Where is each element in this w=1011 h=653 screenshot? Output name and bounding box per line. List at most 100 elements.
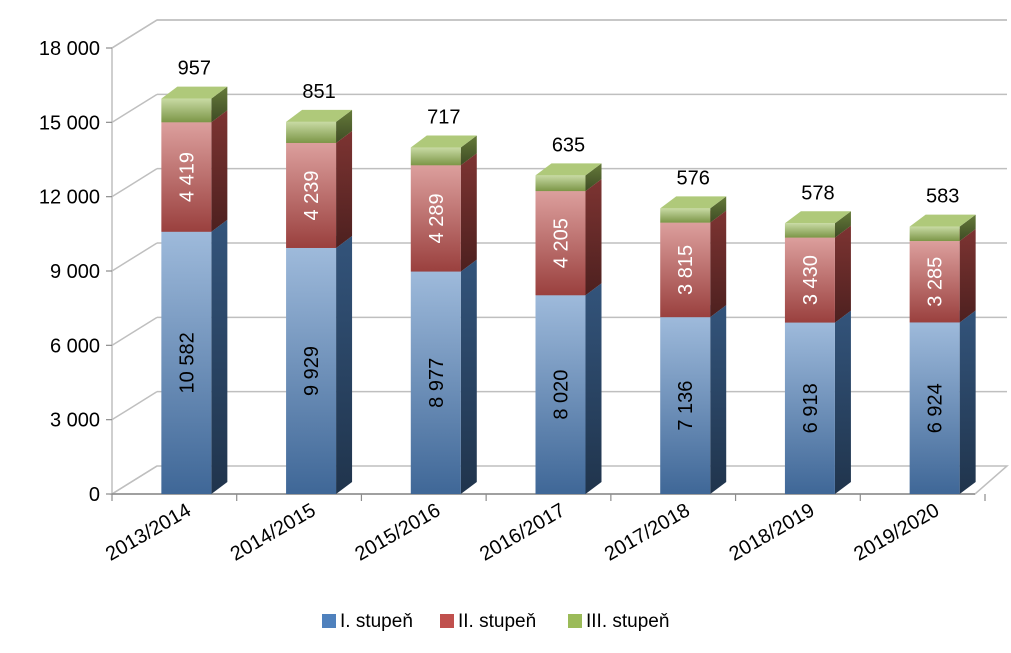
bar-stack: 6 918 3 430 578 bbox=[784, 182, 851, 494]
bar bbox=[535, 175, 586, 192]
bar bbox=[660, 222, 711, 318]
data-label: 576 bbox=[677, 167, 710, 189]
bar-side-face bbox=[211, 86, 228, 123]
bar-stack: 9 929 4 239 851 bbox=[286, 81, 353, 494]
bar-segment: 10 582 bbox=[161, 219, 228, 494]
bar-stack: 8 020 4 205 635 bbox=[535, 134, 602, 494]
data-label: 3 815 bbox=[675, 245, 697, 295]
data-label: 957 bbox=[178, 58, 211, 80]
bar-stack: 8 977 4 289 717 bbox=[410, 107, 477, 494]
bar-top-face bbox=[161, 86, 228, 99]
bar-segment: 957 bbox=[161, 58, 228, 123]
bar-side-face bbox=[460, 259, 477, 494]
legend-label: I. stupeň bbox=[340, 611, 413, 632]
bar bbox=[784, 223, 835, 238]
x-tick-label: 2018/2019 bbox=[726, 499, 819, 565]
bar bbox=[161, 122, 212, 232]
bar bbox=[535, 191, 586, 296]
bar bbox=[909, 322, 960, 494]
bar bbox=[909, 226, 960, 242]
bar-stack: 10 582 4 419 957 bbox=[161, 58, 228, 494]
bar-side-face bbox=[710, 305, 727, 494]
data-label: 9 929 bbox=[301, 346, 323, 396]
bar-segment: 635 bbox=[535, 134, 602, 192]
legend-swatch bbox=[568, 614, 582, 628]
bar bbox=[660, 208, 711, 223]
bar-top-face bbox=[660, 196, 727, 209]
bar bbox=[784, 322, 835, 494]
bar-side-face bbox=[585, 179, 602, 296]
bar bbox=[784, 237, 835, 323]
y-tick-label: 6 000 bbox=[50, 335, 100, 357]
bar-segment: 576 bbox=[660, 167, 727, 223]
bar-side-face bbox=[585, 283, 602, 494]
legend-swatch bbox=[322, 614, 336, 628]
bars: 10 582 4 419 957 9 929 4 239 851 8 977 4 289 717… bbox=[161, 58, 976, 494]
data-label: 3 430 bbox=[800, 255, 822, 305]
bar-side-face bbox=[959, 214, 976, 242]
x-tick-label: 2013/2014 bbox=[102, 499, 195, 565]
bar-side-face bbox=[211, 110, 228, 232]
bar-side-face bbox=[336, 109, 353, 143]
y-tick-label: 12 000 bbox=[39, 187, 100, 209]
data-label: 851 bbox=[302, 81, 335, 103]
bar bbox=[410, 271, 461, 494]
bar-side-face bbox=[959, 310, 976, 494]
bar bbox=[286, 142, 337, 248]
bar bbox=[535, 295, 586, 494]
bar-side-face bbox=[834, 211, 851, 238]
data-label: 4 289 bbox=[426, 193, 448, 243]
gridline-side bbox=[111, 465, 158, 495]
bar-segment: 8 977 bbox=[410, 259, 477, 494]
bar-segment: 9 929 bbox=[286, 235, 353, 494]
data-label: 583 bbox=[926, 186, 959, 208]
bar-segment: 3 815 bbox=[660, 210, 727, 318]
data-label: 8 020 bbox=[551, 370, 573, 420]
x-tick-label: 2016/2017 bbox=[476, 499, 569, 565]
y-axis: 0 3 000 6 000 9 000 12 000 15 000 18 000 bbox=[39, 38, 112, 506]
data-label: 6 918 bbox=[800, 383, 822, 433]
legend: I. stupeň II. stupeň III. stupeň bbox=[322, 611, 669, 632]
bar-side-face bbox=[585, 163, 602, 192]
gridline-side bbox=[111, 316, 158, 346]
bar-side-face bbox=[460, 153, 477, 272]
x-tick-label: 2014/2015 bbox=[227, 499, 320, 565]
bar bbox=[161, 231, 212, 494]
bar-segment: 4 419 bbox=[161, 110, 228, 232]
bar-segment: 6 918 bbox=[784, 310, 851, 494]
y-tick-label: 3 000 bbox=[50, 410, 100, 432]
legend-item: III. stupeň bbox=[568, 611, 669, 632]
data-label: 4 239 bbox=[301, 170, 323, 220]
bar-stack: 7 136 3 815 576 bbox=[660, 167, 727, 494]
data-label: 10 582 bbox=[176, 332, 198, 393]
bar-side-face bbox=[336, 130, 353, 248]
bar-segment: 7 136 bbox=[660, 305, 727, 494]
bar bbox=[660, 317, 711, 494]
data-label: 635 bbox=[552, 134, 585, 156]
legend-item: I. stupeň bbox=[322, 611, 413, 632]
bar-segment: 4 239 bbox=[286, 130, 353, 248]
x-axis: 2013/2014 2014/2015 2015/2016 2016/2017 2017… bbox=[102, 493, 986, 566]
bar-side-face bbox=[460, 135, 477, 166]
bar bbox=[410, 165, 461, 272]
bar-stack: 6 924 3 285 583 bbox=[909, 186, 976, 494]
gridline-side bbox=[111, 242, 158, 272]
data-label: 4 205 bbox=[551, 218, 573, 268]
bar bbox=[161, 98, 212, 123]
bar-segment: 578 bbox=[784, 182, 851, 238]
bar-segment: 3 430 bbox=[784, 225, 851, 323]
bar-side-face bbox=[710, 210, 727, 318]
y-tick-label: 15 000 bbox=[39, 112, 100, 134]
gridline-side bbox=[111, 19, 158, 49]
bar bbox=[909, 241, 960, 323]
back-wall-top-edge bbox=[111, 19, 1007, 49]
bar bbox=[286, 121, 337, 143]
data-label: 8 977 bbox=[426, 358, 448, 408]
data-label: 3 285 bbox=[925, 257, 947, 307]
data-label: 717 bbox=[427, 107, 460, 129]
bar-top-face bbox=[784, 211, 851, 224]
data-label: 4 419 bbox=[176, 152, 198, 202]
bar-segment: 6 924 bbox=[909, 310, 976, 494]
legend-label: II. stupeň bbox=[458, 611, 536, 632]
